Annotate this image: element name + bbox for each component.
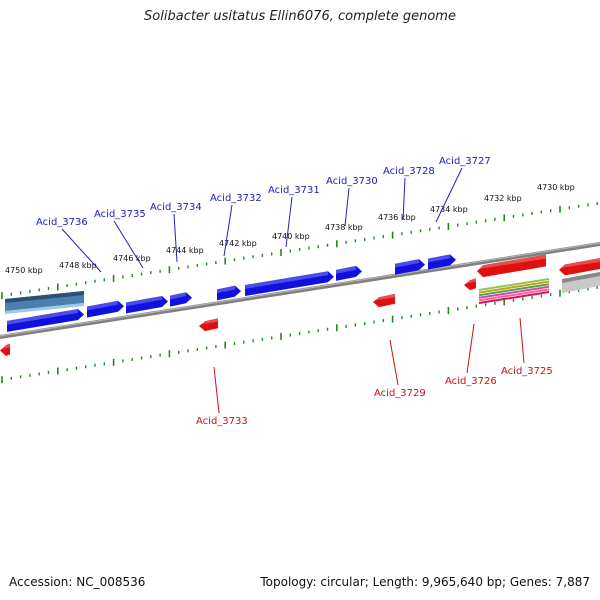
kbp-label: 4742 kbp bbox=[219, 239, 257, 248]
ruler-lower bbox=[1, 285, 598, 384]
pseudo-gene bbox=[562, 272, 600, 293]
kbp-label: 4732 kbp bbox=[484, 194, 522, 203]
forward-gene bbox=[170, 292, 192, 307]
gene-label-forward: Acid_3728 bbox=[383, 166, 435, 177]
gene-label-reverse: Acid_3729 bbox=[374, 388, 426, 399]
map-title: Solibacter usitatus Ellin6076, complete … bbox=[144, 9, 456, 24]
forward-gene bbox=[395, 259, 425, 275]
gene-label-reverse: Acid_3726 bbox=[445, 376, 497, 387]
forward-gene bbox=[217, 285, 241, 301]
forward-gene bbox=[428, 254, 456, 270]
callout-line bbox=[435, 167, 463, 223]
gene-label-forward: Acid_3736 bbox=[36, 217, 88, 228]
callout-line bbox=[113, 220, 144, 269]
rna-gene bbox=[5, 291, 84, 314]
genome-summary-text: Topology: circular; Length: 9,965,640 bp… bbox=[260, 575, 590, 589]
kbp-label: 4748 kbp bbox=[59, 261, 97, 270]
ruler-upper bbox=[1, 201, 598, 300]
callout-line bbox=[519, 317, 525, 364]
gene-label-reverse: Acid_3733 bbox=[196, 416, 248, 427]
kbp-label: 4740 kbp bbox=[272, 232, 310, 241]
gene-label-forward: Acid_3731 bbox=[268, 185, 320, 196]
gene-label-forward: Acid_3727 bbox=[439, 156, 491, 167]
callout-line bbox=[223, 204, 233, 257]
forward-gene bbox=[87, 300, 124, 318]
genome-backbone-highlight bbox=[0, 242, 600, 337]
kbp-label: 4734 kbp bbox=[430, 205, 468, 214]
forward-gene bbox=[7, 308, 84, 332]
gene-label-forward: Acid_3735 bbox=[94, 209, 146, 220]
kbp-label: 4746 kbp bbox=[113, 254, 151, 263]
reverse-gene bbox=[559, 258, 600, 276]
trna-cluster bbox=[479, 278, 549, 304]
callout-line bbox=[389, 339, 399, 386]
kbp-label: 4730 kbp bbox=[537, 183, 575, 192]
callout-line bbox=[466, 323, 475, 374]
kbp-labels: 4730 kbp 4732 kbp 4734 kbp 4736 kbp 4738 kbp… bbox=[5, 183, 575, 275]
kbp-label: 4744 kbp bbox=[166, 246, 204, 255]
forward-gene bbox=[336, 265, 362, 281]
gene-label-forward: Acid_3734 bbox=[150, 202, 202, 213]
gene-label-forward: Acid_3732 bbox=[210, 193, 262, 204]
callout-line bbox=[344, 187, 350, 227]
callout-line bbox=[402, 177, 406, 221]
forward-gene bbox=[245, 271, 334, 297]
kbp-label: 4750 kbp bbox=[5, 266, 43, 275]
gene-label-forward: Acid_3730 bbox=[326, 176, 378, 187]
reverse-gene bbox=[464, 278, 476, 291]
callout-line bbox=[213, 366, 220, 414]
callout-line bbox=[285, 196, 293, 248]
genes bbox=[0, 254, 600, 356]
callouts: Acid_3727 Acid_3728 Acid_3730 Acid_3731 Acid… bbox=[36, 156, 553, 427]
kbp-label: 4738 kbp bbox=[325, 223, 363, 232]
callout-line bbox=[61, 228, 102, 273]
reverse-gene bbox=[0, 343, 10, 356]
reverse-gene bbox=[477, 254, 546, 278]
reverse-gene bbox=[199, 318, 218, 332]
callout-line bbox=[173, 213, 178, 263]
forward-gene bbox=[126, 295, 168, 314]
kbp-label: 4736 kbp bbox=[378, 213, 416, 222]
genome-backbone bbox=[0, 242, 600, 339]
gene-label-reverse: Acid_3725 bbox=[501, 366, 553, 377]
accession-text: Accession: NC_008536 bbox=[9, 575, 146, 589]
reverse-gene bbox=[373, 293, 395, 308]
